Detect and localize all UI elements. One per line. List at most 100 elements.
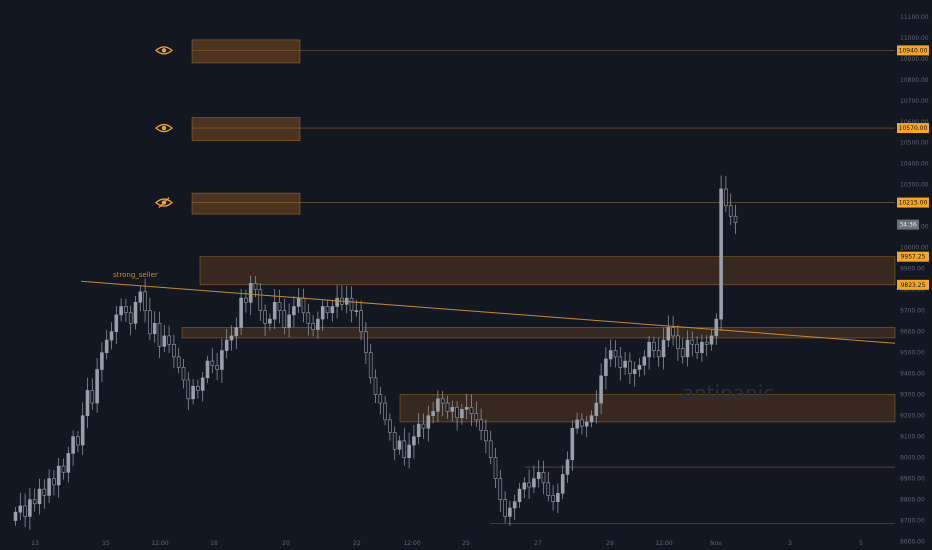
candle-body bbox=[724, 188, 728, 207]
candle-body bbox=[76, 436, 80, 446]
candle-body bbox=[335, 297, 339, 307]
candles-layer bbox=[13, 175, 738, 530]
eye-icon-pupil bbox=[161, 125, 167, 131]
price-tag-label: 9957.25 bbox=[901, 254, 926, 261]
time-axis[interactable]: 13 15 12:00 18 20 22 12:00 25 27 29 12:00 Nov 3 5 bbox=[31, 540, 863, 547]
candle-body bbox=[704, 341, 709, 345]
candle-body bbox=[100, 352, 104, 370]
candle-body bbox=[594, 402, 599, 416]
price-tag bbox=[897, 123, 929, 134]
zone-0[interactable] bbox=[191, 39, 301, 64]
candle-body bbox=[301, 297, 306, 314]
candle-body bbox=[263, 310, 267, 324]
price-tag bbox=[897, 197, 929, 208]
candle-body bbox=[632, 369, 637, 374]
trendline-strong-seller[interactable] bbox=[81, 280, 896, 344]
candle-body bbox=[354, 310, 359, 312]
candle-body bbox=[493, 457, 498, 479]
candle-body bbox=[292, 306, 296, 316]
candle-body bbox=[316, 318, 320, 330]
candle-body bbox=[690, 339, 695, 345]
zone-4[interactable] bbox=[181, 327, 896, 339]
candle-body bbox=[296, 297, 301, 307]
candle-body bbox=[479, 419, 483, 431]
horizontal-lines-layer bbox=[192, 50, 895, 525]
price-tick-label: 10600.00 bbox=[900, 119, 929, 126]
price-tick-label: 9500.00 bbox=[900, 350, 925, 357]
candle-body bbox=[13, 511, 18, 521]
candle-body bbox=[224, 339, 229, 351]
zone-2[interactable] bbox=[191, 192, 301, 215]
eye-icon[interactable] bbox=[155, 123, 173, 133]
price-tick-label: 11100.00 bbox=[900, 14, 929, 21]
price-tags-layer: 10940.00 10570.00 10215.00 9957.25 9823.25 34… bbox=[897, 45, 929, 290]
candle-body bbox=[133, 301, 138, 324]
candle-body bbox=[613, 350, 618, 358]
price-tick-label: 10900.00 bbox=[900, 56, 929, 63]
zone-5[interactable] bbox=[399, 394, 896, 423]
candle-body bbox=[196, 385, 200, 391]
price-tick-label: 11000.00 bbox=[900, 35, 929, 42]
candle-body bbox=[71, 436, 75, 454]
candle-body bbox=[661, 339, 666, 358]
candle-body bbox=[551, 495, 555, 503]
eye-off-icon[interactable] bbox=[155, 197, 173, 209]
candle-body bbox=[637, 364, 642, 370]
candle-body bbox=[244, 297, 248, 303]
zone-3[interactable] bbox=[199, 256, 896, 286]
candle-body bbox=[37, 488, 42, 505]
candle-body bbox=[656, 350, 661, 358]
time-tick-label: 25 bbox=[462, 540, 470, 547]
price-tick-label: 10400.00 bbox=[900, 161, 929, 168]
candle-body bbox=[517, 488, 522, 503]
time-tick-label: 22 bbox=[353, 540, 361, 547]
candle-body bbox=[536, 472, 541, 479]
candle-body bbox=[172, 343, 176, 358]
candle-body bbox=[258, 289, 263, 311]
candle-body bbox=[253, 283, 258, 290]
candle-body bbox=[383, 402, 387, 421]
candle-body bbox=[556, 493, 560, 503]
candle-body bbox=[469, 406, 474, 414]
candle-body bbox=[95, 369, 99, 404]
zone-1[interactable] bbox=[191, 117, 301, 141]
price-tick-label: 8800.00 bbox=[900, 497, 925, 504]
candle-body bbox=[148, 310, 152, 335]
price-tick-label: 9200.00 bbox=[900, 413, 925, 420]
candle-body bbox=[61, 465, 66, 473]
eye-icon[interactable] bbox=[155, 46, 173, 55]
candle-body bbox=[445, 402, 450, 412]
candle-body bbox=[388, 419, 392, 433]
candle-body bbox=[109, 331, 114, 341]
eye-icon-outline bbox=[155, 46, 173, 55]
candle-body bbox=[18, 505, 23, 513]
price-tick-label: 9100.00 bbox=[900, 434, 925, 441]
candle-body bbox=[527, 482, 531, 488]
time-tick-label: 13 bbox=[31, 540, 39, 547]
candle-body bbox=[700, 341, 704, 353]
candle-body bbox=[589, 415, 594, 423]
candle-body bbox=[628, 360, 632, 374]
price-tag-label: 10215.00 bbox=[899, 200, 928, 207]
candle-body bbox=[604, 358, 608, 377]
candle-body bbox=[80, 415, 85, 446]
candle-body bbox=[450, 406, 455, 412]
candle-body bbox=[431, 411, 435, 416]
candle-body bbox=[325, 306, 330, 314]
candle-body bbox=[671, 327, 675, 337]
candle-body bbox=[412, 436, 416, 446]
candle-body bbox=[565, 459, 570, 475]
candle-body bbox=[709, 335, 714, 345]
price-tick-label: 8600.00 bbox=[900, 539, 925, 546]
candle-body bbox=[128, 312, 133, 324]
price-tag bbox=[897, 279, 929, 290]
price-axis[interactable]: 11100.00 11000.00 10900.00 10800.00 10700.00… bbox=[900, 14, 929, 546]
candle-body bbox=[287, 314, 291, 328]
candle-body bbox=[416, 423, 421, 437]
candle-body bbox=[464, 406, 469, 410]
candle-body bbox=[599, 375, 603, 404]
candle-body bbox=[647, 341, 651, 358]
countdown-badge bbox=[897, 219, 919, 230]
